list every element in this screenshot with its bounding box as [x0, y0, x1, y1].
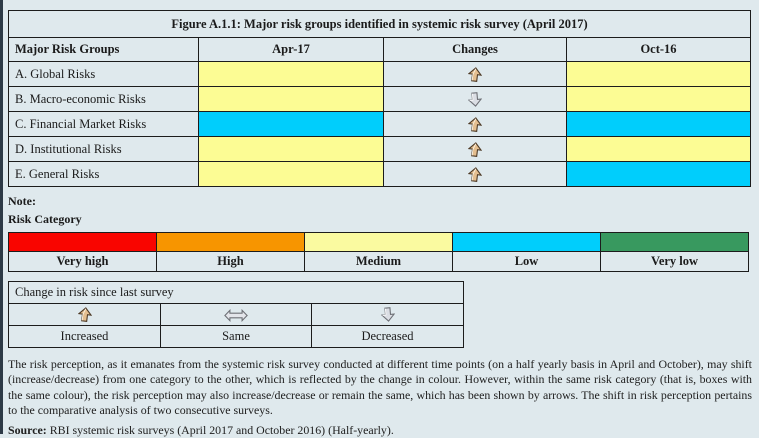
change-legend-title: Change in risk since last survey — [8, 281, 464, 304]
oct16-rating-cell — [566, 136, 751, 162]
apr17-rating-cell — [198, 61, 384, 87]
apr17-rating-cell — [198, 161, 384, 187]
change-cell — [383, 136, 567, 162]
very-low-swatch — [600, 232, 749, 252]
change-legend-label-row: Increased Same Decreased — [8, 325, 464, 348]
very-high-label: Very high — [8, 251, 157, 272]
medium-swatch — [304, 232, 453, 252]
page-scan-edge — [0, 0, 3, 434]
figure-title: Figure A.1.1: Major risk groups identifi… — [8, 10, 751, 38]
major-risk-groups-table: Figure A.1.1: Major risk groups identifi… — [8, 10, 751, 187]
same-cell — [160, 303, 312, 326]
apr17-rating-cell — [198, 136, 384, 162]
change-legend-table: Change in risk since last survey Increas… — [8, 281, 464, 348]
table-row: A. Global Risks — [8, 61, 751, 87]
risk-row-label: A. Global Risks — [8, 61, 199, 87]
change-arrow-icon — [467, 141, 483, 157]
change-arrow-icon — [467, 91, 483, 107]
note-label: Note: — [8, 194, 36, 208]
oct16-rating-cell — [566, 86, 751, 112]
medium-label: Medium — [304, 251, 453, 272]
col-header-changes: Changes — [383, 37, 567, 62]
source-line: Source: RBI systemic risk surveys (April… — [8, 423, 752, 438]
decrease-cell — [311, 303, 464, 326]
increase-cell — [8, 303, 161, 326]
risk-row-label: C. Financial Market Risks — [8, 111, 199, 137]
oct16-rating-cell — [566, 161, 751, 187]
low-swatch — [452, 232, 601, 252]
change-cell — [383, 86, 567, 112]
oct16-rating-cell — [566, 111, 751, 137]
change-legend-arrow-row — [8, 303, 464, 326]
decreased-label: Decreased — [311, 325, 464, 348]
risk-row-label: D. Institutional Risks — [8, 136, 199, 162]
col-header-major-risk-groups: Major Risk Groups — [8, 37, 199, 62]
oct16-rating-cell — [566, 61, 751, 87]
risk-category-legend-table: Very high High Medium Low Very low — [8, 232, 749, 272]
low-label: Low — [452, 251, 601, 272]
table-row: C. Financial Market Risks — [8, 111, 751, 137]
risk-category-swatch-row — [8, 232, 749, 252]
figure-description: The risk perception, as it emanates from… — [8, 357, 752, 418]
change-cell — [383, 111, 567, 137]
source-text: RBI systemic risk surveys (April 2017 an… — [46, 422, 394, 437]
increased-label: Increased — [8, 325, 161, 348]
col-header-oct16: Oct-16 — [566, 37, 751, 62]
table-row: B. Macro-economic Risks — [8, 86, 751, 112]
risk-row-label: B. Macro-economic Risks — [8, 86, 199, 112]
change-cell — [383, 61, 567, 87]
source-label: Source: — [8, 422, 47, 437]
very-low-label: Very low — [600, 251, 749, 272]
col-header-apr17: Apr-17 — [198, 37, 384, 62]
change-cell — [383, 161, 567, 187]
same-arrow-icon — [224, 308, 248, 322]
very-high-swatch — [8, 232, 157, 252]
risk-category-heading: Risk Category — [8, 212, 82, 226]
table-row: D. Institutional Risks — [8, 136, 751, 162]
high-swatch — [156, 232, 305, 252]
risk-row-label: E. General Risks — [8, 161, 199, 187]
apr17-rating-cell — [198, 111, 384, 137]
apr17-rating-cell — [198, 86, 384, 112]
decrease-arrow-icon — [380, 307, 395, 323]
risk-category-label-row: Very high High Medium Low Very low — [8, 251, 749, 272]
same-label: Same — [160, 325, 312, 348]
table-row: E. General Risks — [8, 161, 751, 187]
increase-arrow-icon — [77, 307, 92, 323]
change-arrow-icon — [467, 116, 483, 132]
figure-block: Figure A.1.1: Major risk groups identifi… — [8, 10, 752, 438]
high-label: High — [156, 251, 305, 272]
change-arrow-icon — [467, 66, 483, 82]
change-arrow-icon — [467, 166, 483, 182]
